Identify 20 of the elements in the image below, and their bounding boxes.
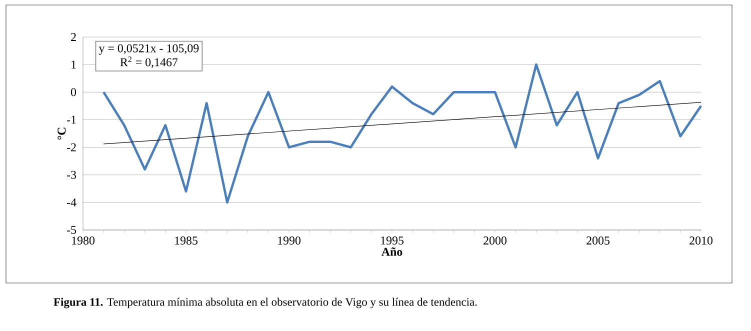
- x-tick-label: 2010: [690, 236, 713, 245]
- y-axis-title: °C: [58, 128, 66, 140]
- text: Figura 11. Temperatura mínima absoluta en el observatorio de Vigo y su línea de tendencia.: [54, 298, 477, 308]
- y-tick-label: -3: [66, 170, 76, 179]
- x-tick-label: 1985: [175, 236, 198, 245]
- x-axis-title: Año: [381, 247, 402, 256]
- y-tick-label: -2: [66, 143, 76, 152]
- x-tick-label: 2005: [586, 236, 610, 245]
- y-tick-label: 2: [71, 33, 76, 41]
- annotation: y = 0,0521x - 105,09: [98, 44, 199, 55]
- y-tick-label: 1: [72, 60, 76, 69]
- y-tick-label: -1: [66, 116, 76, 124]
- y-tick-label: -4: [66, 198, 76, 206]
- x-tick-label: 2000: [484, 236, 507, 245]
- y-tick-label: -5: [66, 226, 76, 234]
- annotation: R$^{2}$ = 0,1467: [120, 56, 178, 68]
- y-tick-label: 0: [70, 88, 76, 96]
- x-tick-label: 1980: [72, 236, 94, 245]
- x-tick-label: 1995: [381, 236, 404, 245]
- x-tick-label: 1990: [278, 236, 300, 245]
